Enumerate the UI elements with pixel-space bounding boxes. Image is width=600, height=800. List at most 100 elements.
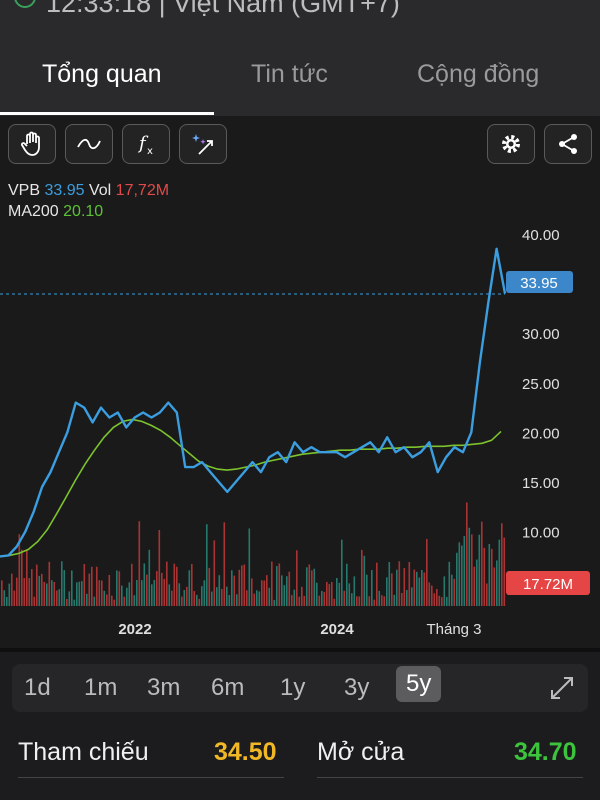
volume-bar — [281, 575, 283, 606]
row-divider — [18, 777, 284, 778]
price-line — [0, 247, 507, 558]
volume-bar — [13, 590, 16, 606]
volume-bar — [443, 576, 446, 606]
volume-bar — [216, 587, 218, 606]
volume-bar — [408, 562, 411, 606]
x-axis-label: 2022 — [118, 621, 151, 638]
function-button[interactable]: f x — [122, 124, 170, 164]
volume-bar — [238, 569, 241, 606]
volume-bar — [486, 583, 488, 606]
volume-bar — [58, 589, 61, 606]
volume-bar — [28, 578, 31, 606]
volume-bar — [271, 561, 273, 606]
volume-bar — [203, 580, 206, 606]
volume-bar — [473, 566, 476, 606]
volume-bar — [493, 567, 496, 606]
range-3y[interactable]: 3y — [344, 674, 370, 701]
volume-bar — [376, 562, 378, 606]
volume-bar — [366, 574, 368, 606]
settings-button[interactable] — [487, 124, 535, 164]
volume-bar — [351, 593, 353, 606]
expand-icon[interactable] — [548, 674, 576, 702]
range-1d[interactable]: 1d — [24, 674, 51, 701]
volume-bar — [321, 591, 323, 606]
volume-bar — [306, 567, 308, 606]
volume-bar — [383, 596, 386, 606]
volume-bar — [403, 568, 406, 606]
volume-bar — [196, 594, 198, 606]
volume-bar — [226, 586, 228, 606]
status-bar: 12:33:18 | Việt Nam (GMT+7) — [0, 0, 600, 30]
range-3m[interactable]: 3m — [147, 674, 181, 701]
indicator-line-button[interactable] — [65, 124, 113, 164]
stat-reference-value: 34.50 — [214, 738, 277, 766]
price-tag: 33.95 — [506, 271, 573, 293]
volume-bar — [313, 568, 316, 606]
volume-bar — [108, 575, 111, 606]
volume-bar — [208, 567, 211, 606]
volume-bar — [251, 578, 253, 606]
hand-icon — [21, 131, 40, 156]
volume-bar — [63, 570, 66, 606]
volume-bar — [98, 580, 101, 606]
volume-bar — [3, 590, 6, 606]
legend-symbol: VPB — [8, 182, 41, 199]
volume-bar — [46, 583, 48, 606]
hand-tool-button[interactable] — [8, 124, 56, 164]
volume-bar — [116, 570, 118, 606]
volume-bar — [21, 549, 23, 606]
volume-bar — [333, 598, 336, 606]
volume-bar — [26, 550, 28, 606]
stat-reference-label: Tham chiếu — [18, 738, 149, 766]
volume-bar — [48, 561, 51, 606]
volume-bar — [496, 560, 498, 606]
x-axis-labels: 2022 2024 Tháng 3 — [118, 621, 481, 638]
price-chart[interactable]: 40.0035.0030.0025.0020.0015.0010.005.00 … — [0, 116, 600, 648]
volume-bar — [468, 527, 471, 606]
volume-bar — [318, 595, 321, 606]
volume-bar — [331, 582, 333, 606]
volume-bar — [16, 577, 18, 606]
volume-bar — [171, 590, 173, 606]
range-6m[interactable]: 6m — [211, 674, 245, 701]
volume-bar — [258, 591, 261, 606]
range-1y[interactable]: 1y — [280, 674, 306, 701]
magic-tool-button[interactable] — [179, 124, 227, 164]
chart-legend: VPB 33.95 Vol 17,72M MA200 20.10 — [8, 180, 169, 222]
chart-area[interactable]: f x VPB 33.95 Vol 17,72M — [0, 116, 600, 648]
volume-bar — [268, 587, 271, 606]
volume-bar — [123, 596, 126, 606]
volume-bar — [163, 578, 166, 606]
volume-bar — [91, 566, 93, 606]
volume-bar — [416, 571, 418, 606]
volume-bar — [308, 564, 311, 606]
volume-bar — [191, 564, 193, 606]
status-time: 12:33:18 | Việt Nam (GMT+7) — [46, 0, 400, 18]
volume-bar — [386, 577, 388, 606]
volume-bar — [228, 595, 231, 606]
volume-bar — [213, 540, 216, 606]
range-1m[interactable]: 1m — [84, 674, 118, 701]
volume-bar — [93, 596, 96, 606]
volume-bar — [178, 583, 181, 606]
volume-bar — [423, 572, 426, 606]
volume-bar — [248, 528, 251, 606]
volume-bar — [273, 599, 276, 606]
volume-tag-text: 17.72M — [523, 576, 573, 593]
stat-open-value: 34.70 — [514, 738, 577, 766]
volume-bar — [151, 584, 153, 606]
volume-bar — [411, 587, 413, 606]
volume-bar — [136, 580, 138, 606]
share-button[interactable] — [544, 124, 592, 164]
tab-news[interactable]: Tin tức — [251, 60, 328, 88]
volume-bar — [246, 590, 248, 606]
range-5y[interactable]: 5y — [396, 666, 442, 702]
svg-text:x: x — [147, 146, 153, 157]
volume-bar — [83, 564, 86, 606]
tab-community[interactable]: Cộng đồng — [417, 60, 540, 88]
volume-bar — [41, 573, 43, 606]
legend-volume: 17,72M — [115, 182, 170, 199]
volume-bar — [86, 593, 88, 606]
volume-bar — [363, 555, 366, 606]
tab-overview[interactable]: Tổng quan — [42, 60, 162, 88]
